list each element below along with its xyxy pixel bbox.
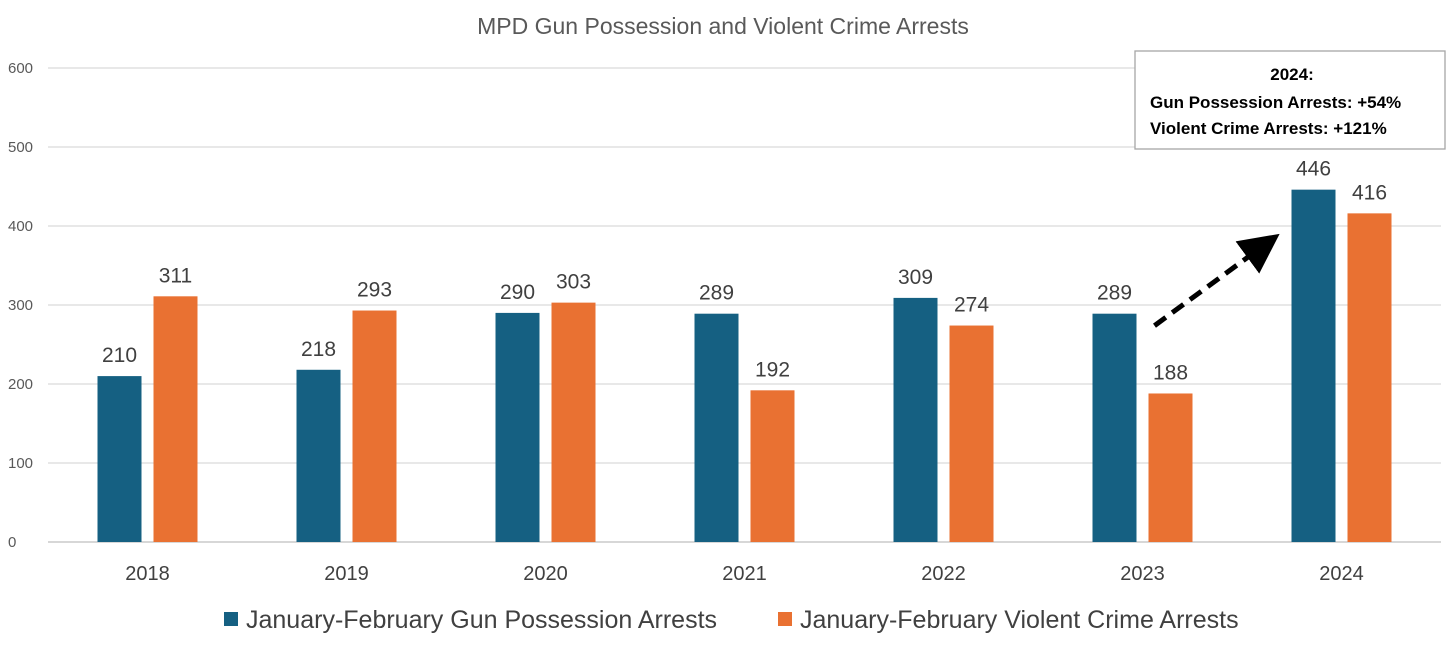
bar-2024-series-1 — [1291, 189, 1336, 542]
bar-2023-series-1 — [1092, 313, 1137, 542]
y-tick-0: 0 — [8, 534, 16, 551]
bar-2018-series-2 — [153, 296, 198, 542]
annotation-line-2: Gun Possession Arrests: +54% — [1150, 93, 1401, 112]
legend-swatch-violent-crime — [778, 612, 792, 626]
data-label-2021-series-1: 289 — [699, 282, 734, 305]
data-label-2019-series-1: 218 — [301, 338, 336, 361]
annotation-line-1: 2024: — [1270, 65, 1313, 84]
x-tick-2018: 2018 — [125, 563, 170, 585]
data-labels: 210 311 218 293 290 303 289 192 309 274 289 188 446 4… — [102, 158, 1387, 385]
bar-2022-series-2 — [949, 325, 994, 542]
x-tick-2024: 2024 — [1319, 563, 1364, 585]
bar-2022-series-1 — [893, 297, 938, 542]
bar-2020-series-1 — [495, 312, 540, 542]
bar-2021-series-2 — [750, 390, 795, 542]
bar-2024-series-2 — [1347, 213, 1392, 543]
chart-title: MPD Gun Possession and Violent Crime Arr… — [477, 13, 969, 39]
bars — [97, 189, 1392, 543]
x-tick-2022: 2022 — [921, 563, 966, 585]
y-tick-400: 400 — [8, 218, 33, 235]
bar-2018-series-1 — [97, 376, 142, 542]
legend: January-February Gun Possession Arrests … — [224, 606, 1239, 634]
legend-label-gun-possession: January-February Gun Possession Arrests — [246, 606, 717, 634]
bar-2019-series-2 — [352, 310, 397, 542]
y-axis-ticks: 0 100 200 300 400 500 600 — [8, 60, 33, 551]
x-tick-2021: 2021 — [722, 563, 767, 585]
annotation-box: 2024: Gun Possession Arrests: +54% Viole… — [1134, 50, 1446, 150]
x-tick-2020: 2020 — [523, 563, 568, 585]
trend-arrow — [1153, 233, 1280, 328]
data-label-2024-series-2: 416 — [1352, 181, 1387, 204]
data-label-2018-series-2: 311 — [159, 264, 192, 287]
data-label-2022-series-2: 274 — [954, 294, 989, 317]
y-tick-300: 300 — [8, 297, 33, 314]
data-label-2019-series-2: 293 — [357, 279, 392, 302]
x-tick-2023: 2023 — [1120, 563, 1165, 585]
data-label-2018-series-1: 210 — [102, 344, 137, 367]
data-label-2021-series-2: 192 — [755, 358, 790, 381]
y-tick-500: 500 — [8, 139, 33, 156]
bar-2021-series-1 — [694, 313, 739, 542]
data-label-2024-series-1: 446 — [1296, 158, 1331, 181]
data-label-2023-series-1: 289 — [1097, 282, 1132, 305]
y-tick-600: 600 — [8, 60, 33, 77]
gridlines — [48, 67, 1441, 543]
y-tick-100: 100 — [8, 455, 33, 472]
data-label-2023-series-2: 188 — [1153, 361, 1188, 384]
legend-swatch-gun-possession — [224, 612, 238, 626]
legend-label-violent-crime: January-February Violent Crime Arrests — [800, 606, 1239, 634]
x-tick-2019: 2019 — [324, 563, 369, 585]
annotation-line-3: Violent Crime Arrests: +121% — [1150, 119, 1387, 138]
data-label-2022-series-1: 309 — [898, 266, 933, 289]
bar-2023-series-2 — [1148, 393, 1193, 542]
x-axis-ticks: 2018 2019 2020 2021 2022 2023 2024 — [125, 563, 1364, 585]
data-label-2020-series-2: 303 — [556, 271, 591, 294]
bar-2020-series-2 — [551, 302, 596, 542]
data-label-2020-series-1: 290 — [500, 281, 535, 304]
y-tick-200: 200 — [8, 376, 33, 393]
bar-2019-series-1 — [296, 369, 341, 542]
